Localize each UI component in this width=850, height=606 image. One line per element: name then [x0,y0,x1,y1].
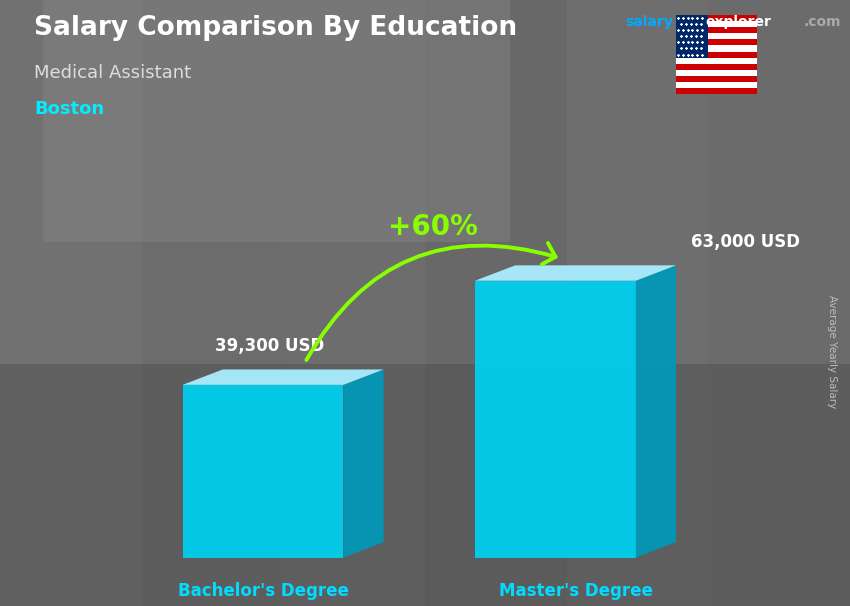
Bar [676,88,756,94]
Bar [676,39,756,45]
Text: Salary Comparison By Education: Salary Comparison By Education [34,15,517,41]
Polygon shape [636,265,676,558]
Bar [676,64,756,70]
Text: Average Yearly Salary: Average Yearly Salary [827,295,837,408]
Bar [425,0,567,606]
Bar [0,0,142,606]
Bar [676,52,756,58]
Text: 39,300 USD: 39,300 USD [215,338,324,355]
Bar [283,0,425,606]
Polygon shape [183,385,343,558]
Bar [708,0,850,606]
Text: salary: salary [625,15,672,29]
Text: Bachelor's Degree: Bachelor's Degree [178,582,348,600]
Bar [676,27,756,33]
Bar [676,82,756,88]
Bar [142,0,283,606]
Text: Boston: Boston [34,100,104,118]
Text: .com: .com [803,15,841,29]
Bar [676,15,708,58]
Polygon shape [475,265,676,281]
Polygon shape [183,370,383,385]
FancyArrowPatch shape [306,243,556,360]
Text: 63,000 USD: 63,000 USD [690,233,800,251]
Text: Master's Degree: Master's Degree [499,582,653,600]
Bar [676,45,756,52]
Bar [42,0,510,242]
Polygon shape [343,370,383,558]
Bar [676,21,756,27]
Bar [676,58,756,64]
Bar [676,33,756,39]
Text: +60%: +60% [388,213,478,241]
Bar [676,70,756,76]
Bar [567,0,708,606]
Text: Medical Assistant: Medical Assistant [34,64,191,82]
Bar [676,15,756,21]
Text: explorer: explorer [706,15,772,29]
Polygon shape [475,281,636,558]
Bar [676,76,756,82]
Bar [0,364,850,606]
